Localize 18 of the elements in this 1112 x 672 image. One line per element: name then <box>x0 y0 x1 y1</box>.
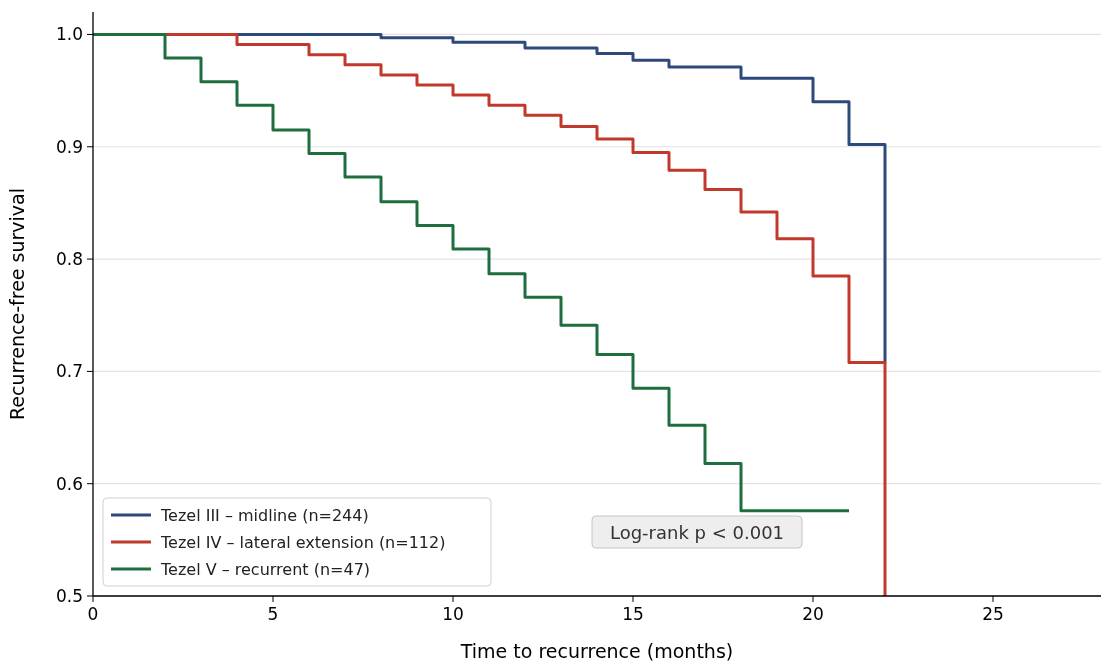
y-axis-title: Recurrence-free survival <box>6 187 28 421</box>
x-tick-label: 25 <box>982 604 1004 624</box>
x-axis-title: Time to recurrence (months) <box>459 640 734 662</box>
legend-label: Tezel V – recurrent (n=47) <box>160 559 371 579</box>
y-tick-label: 0.9 <box>55 136 83 157</box>
y-tick-label: 1.0 <box>55 24 83 45</box>
x-tick-label: 15 <box>622 604 644 624</box>
legend-label: Tezel IV – lateral extension (n=112) <box>160 532 446 552</box>
x-tick-label: 10 <box>442 604 464 624</box>
y-tick-label: 0.5 <box>55 585 83 606</box>
x-tick-label: 0 <box>87 604 99 624</box>
x-tick-label: 5 <box>267 604 279 624</box>
annotation: Log-rank p < 0.001 <box>609 522 785 543</box>
y-tick-label: 0.8 <box>55 249 83 270</box>
y-tick-label: 0.7 <box>55 361 83 382</box>
x-tick-label: 20 <box>802 604 824 624</box>
y-tick-label: 0.6 <box>55 473 83 494</box>
legend-label: Tezel III – midline (n=244) <box>160 505 369 525</box>
